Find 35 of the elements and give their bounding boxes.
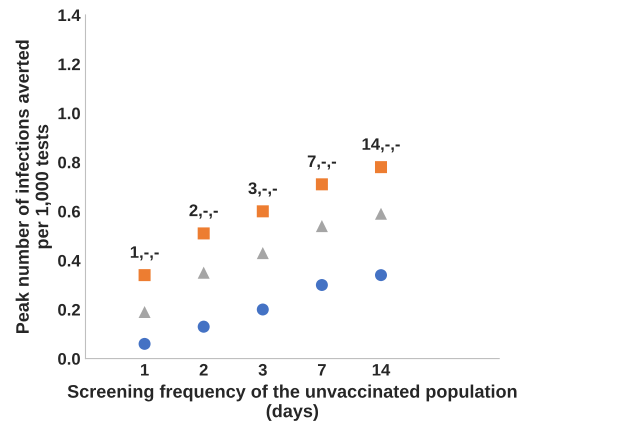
point [374, 161, 388, 174]
point [374, 208, 388, 220]
point [138, 306, 151, 318]
annotation: 1,-,- [130, 246, 159, 260]
point [256, 205, 269, 218]
y-tick-label: 0.8 [58, 156, 80, 168]
point [316, 220, 328, 232]
annotation: 14,-,- [362, 138, 400, 152]
point [256, 303, 269, 316]
x-tick-label: 7 [318, 364, 326, 376]
y-tick-label: 0.2 [58, 304, 80, 316]
point [198, 266, 210, 279]
point [138, 269, 151, 282]
x-tick-label: 3 [258, 364, 267, 376]
point [198, 227, 210, 240]
x-tick-label: 1 [141, 364, 149, 376]
y-tick-label: 0.4 [58, 254, 81, 267]
x-tick-label: 2 [200, 364, 208, 376]
x-axis-title: Screening frequency of the unvaccinated population (days) [68, 384, 516, 421]
y-tick-label: 0.6 [58, 206, 80, 218]
point [316, 278, 328, 291]
y-tick-label: 1.0 [58, 108, 80, 120]
y-tick-label: 1.2 [58, 58, 80, 70]
annotation: 7,-,- [308, 156, 336, 170]
y-axis-title: Peak number of infections averted per 1,000 tests [16, 40, 52, 334]
x-tick-label: 14 [372, 364, 390, 376]
point [316, 178, 328, 190]
y-tick-label: 1.4 [58, 10, 81, 21]
y-tick-label: 0.0 [58, 353, 80, 365]
annotation: 3,-,- [248, 182, 277, 197]
point [374, 269, 388, 282]
point [256, 247, 269, 260]
point [198, 320, 210, 333]
annotation: 2,-,- [189, 204, 218, 219]
point [138, 338, 151, 350]
